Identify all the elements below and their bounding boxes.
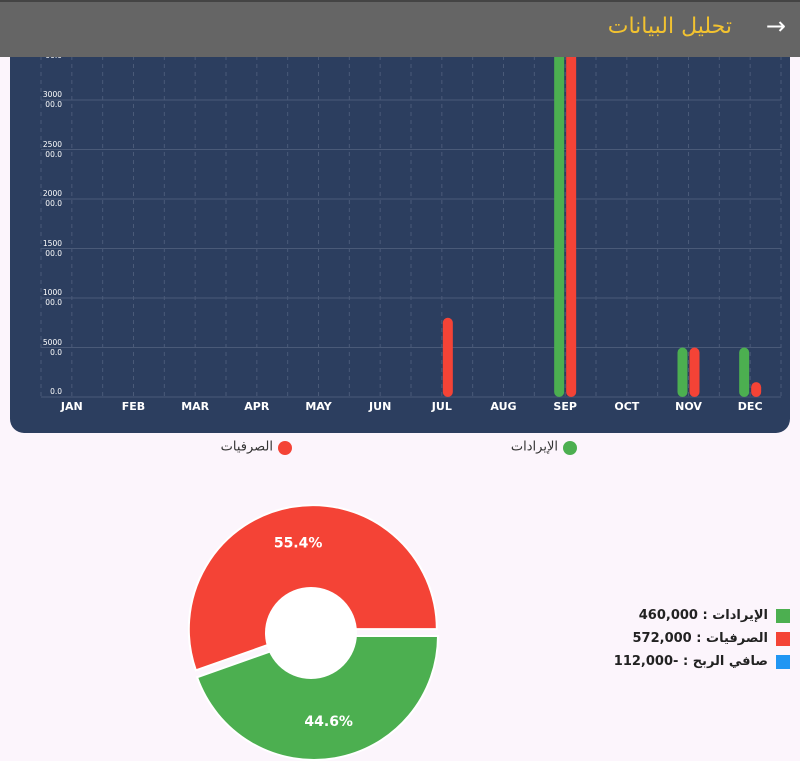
value-label: 55.4% bbox=[274, 535, 323, 551]
bar bbox=[566, 50, 577, 397]
bar bbox=[739, 347, 750, 397]
y-tick-label: 200000.0 bbox=[42, 189, 62, 208]
summary-label: الإيرادات bbox=[712, 608, 768, 623]
title: تحليل البيانات bbox=[607, 14, 732, 39]
chart-panel bbox=[10, 0, 790, 433]
x-tick-label: JAN bbox=[60, 400, 83, 413]
legend-label: الصرفيات bbox=[221, 440, 273, 455]
bar bbox=[554, 50, 565, 397]
back-button[interactable]: → bbox=[765, 12, 786, 40]
summary-label: صافي الربح bbox=[692, 654, 768, 669]
bars bbox=[442, 50, 762, 397]
app-bar: تحليل البيانات → bbox=[0, 0, 800, 57]
separator: : bbox=[691, 631, 706, 646]
bar bbox=[689, 347, 700, 397]
summary-value: 460,000 bbox=[638, 608, 698, 623]
x-tick-label: FEB bbox=[122, 400, 145, 413]
legend-swatch bbox=[278, 441, 292, 455]
summary-row: الصرفيات : 572,000 bbox=[614, 627, 790, 650]
x-tick-label: AUG bbox=[490, 400, 516, 413]
summary-label: الصرفيات bbox=[706, 631, 768, 646]
x-tick-label: MAY bbox=[305, 400, 332, 413]
legend-swatch bbox=[563, 441, 577, 455]
x-tick-label: APR bbox=[244, 400, 270, 413]
summary-swatch bbox=[776, 631, 790, 646]
x-tick-label: DEC bbox=[738, 400, 763, 413]
x-tick-label: MAR bbox=[181, 400, 209, 413]
value-label: 44.6% bbox=[304, 714, 353, 730]
y-tick-label: 0.0 bbox=[50, 387, 62, 396]
legend-label: الإيرادات bbox=[511, 440, 558, 455]
summary-swatch bbox=[776, 608, 790, 623]
bar bbox=[442, 317, 453, 397]
x-tick-label: JUL bbox=[431, 400, 452, 413]
summary-row: صافي الربح : -112,000 bbox=[614, 650, 790, 673]
bar bbox=[677, 347, 688, 397]
summary-value: -112,000 bbox=[613, 654, 679, 669]
x-tick-label: OCT bbox=[614, 400, 639, 413]
pie-slice bbox=[195, 635, 440, 761]
x-tick-label: JUN bbox=[368, 400, 391, 413]
summary-swatch bbox=[776, 654, 790, 669]
separator: : bbox=[697, 608, 713, 623]
y-tick-label: 50000.0 bbox=[42, 337, 62, 357]
y-tick-label: 100000.0 bbox=[42, 288, 62, 307]
summary-row: الإيرادات : 460,000 bbox=[614, 604, 790, 627]
y-tick-label: 300000.0 bbox=[42, 90, 62, 109]
donut-hole bbox=[265, 587, 357, 679]
y-tick-label: 150000.0 bbox=[42, 238, 62, 258]
x-tick-label: SEP bbox=[553, 400, 577, 413]
summary-legend: الإيرادات : 460,000 الصرفيات : 572,000 صاف… bbox=[614, 604, 790, 673]
separator: : bbox=[678, 654, 693, 669]
bar bbox=[751, 382, 762, 397]
y-tick-label: 250000.0 bbox=[42, 139, 62, 159]
x-tick-label: NOV bbox=[675, 400, 702, 413]
summary-value: 572,000 bbox=[632, 631, 692, 646]
